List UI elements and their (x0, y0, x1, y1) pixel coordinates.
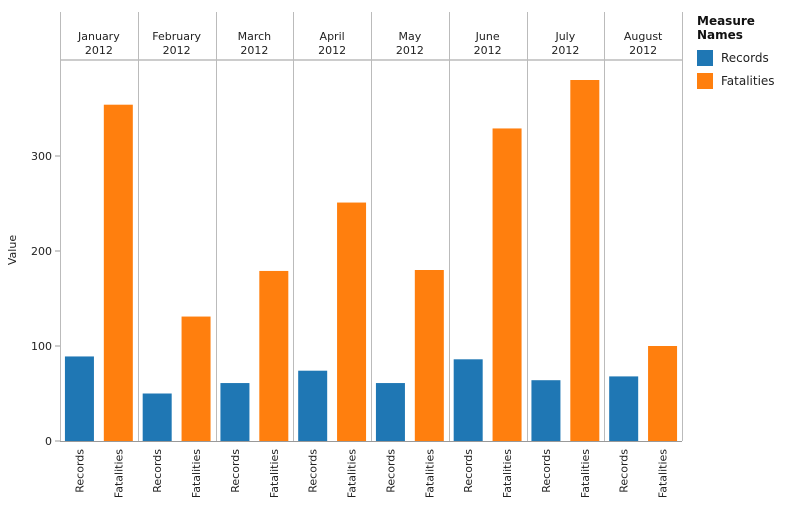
x-tick-label-records-february: Records (151, 449, 164, 493)
x-tick-label-records-june: Records (462, 449, 475, 493)
legend-item-fatalities[interactable]: Fatalities (697, 71, 793, 91)
x-tick-label-fatalities-april: Fatalities (346, 449, 359, 498)
bar-fatalities-march (259, 270, 289, 441)
x-tick-label-records-august: Records (618, 449, 631, 493)
column-header-month-january: January (77, 30, 120, 43)
column-header-month-april: April (320, 30, 345, 43)
x-tick-label-fatalities-july: Fatalities (579, 449, 592, 498)
column-header-month-march: March (238, 30, 272, 43)
bar-records-march (220, 383, 250, 441)
legend-label-fatalities: Fatalities (721, 74, 775, 88)
column-header-month-june: June (475, 30, 500, 43)
column-header-month-may: May (399, 30, 422, 43)
column-header-year-february: 2012 (163, 44, 191, 57)
y-tick-label: 0 (45, 435, 52, 448)
column-header-year-january: 2012 (85, 44, 113, 57)
y-tick-label: 200 (31, 245, 52, 258)
bar-fatalities-april (337, 202, 367, 441)
bar-fatalities-june (492, 128, 522, 441)
legend-title: Measure Names (697, 14, 755, 42)
x-tick-label-records-march: Records (229, 449, 242, 493)
column-header-year-june: 2012 (474, 44, 502, 57)
x-tick-label-records-january: Records (73, 449, 86, 493)
y-tick-label: 300 (31, 150, 52, 163)
bar-records-august (609, 376, 639, 441)
y-axis-title: Value (6, 235, 19, 265)
x-tick-label-records-july: Records (540, 449, 553, 493)
column-header-year-july: 2012 (551, 44, 579, 57)
x-tick-label-records-april: Records (307, 449, 320, 493)
x-tick-label-fatalities-june: Fatalities (501, 449, 514, 498)
legend-swatch-fatalities (697, 73, 713, 89)
column-header-month-july: July (554, 30, 575, 43)
bar-records-may (375, 383, 405, 441)
bar-fatalities-august (648, 346, 678, 441)
column-header-year-april: 2012 (318, 44, 346, 57)
bar-records-june (453, 359, 483, 441)
column-header-year-august: 2012 (629, 44, 657, 57)
bar-fatalities-january (103, 104, 133, 441)
x-tick-label-fatalities-february: Fatalities (190, 449, 203, 498)
bar-fatalities-february (181, 316, 211, 441)
bar-records-february (142, 393, 172, 441)
x-tick-label-fatalities-march: Fatalities (268, 449, 281, 498)
column-header-month-august: August (624, 30, 663, 43)
bar-fatalities-july (570, 80, 600, 441)
y-tick-label: 100 (31, 340, 52, 353)
legend: Measure Names Records Fatalities (697, 14, 793, 94)
x-tick-label-fatalities-january: Fatalities (112, 449, 125, 498)
x-tick-label-fatalities-may: Fatalities (423, 449, 436, 498)
legend-item-records[interactable]: Records (697, 48, 793, 68)
column-header-month-february: February (152, 30, 201, 43)
bar-records-january (64, 356, 94, 441)
bar-fatalities-may (414, 270, 444, 441)
legend-swatch-records (697, 50, 713, 66)
x-tick-label-records-may: Records (384, 449, 397, 493)
column-header-year-may: 2012 (396, 44, 424, 57)
bar-records-july (531, 380, 561, 441)
bar-records-april (298, 370, 328, 441)
legend-label-records: Records (721, 51, 769, 65)
column-header-year-march: 2012 (240, 44, 268, 57)
x-tick-label-fatalities-august: Fatalities (657, 449, 670, 498)
